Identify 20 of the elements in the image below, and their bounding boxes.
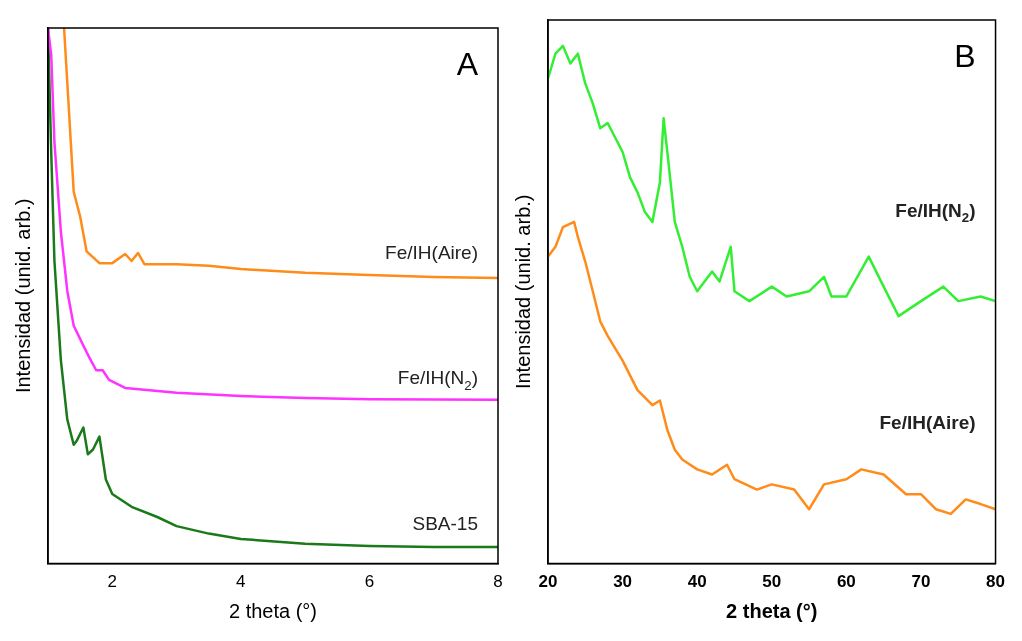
x-axis-title: 2 theta (°) <box>228 599 318 622</box>
x-tick-label: 50 <box>762 572 782 592</box>
annotation: A <box>456 45 479 82</box>
x-tick-label: 4 <box>236 572 246 592</box>
y-axis-title: Intensidad (unid. arb.) <box>511 194 534 390</box>
x-tick-label: 2 <box>107 572 118 592</box>
annotation: B <box>954 37 976 74</box>
x-tick-label: 80 <box>986 572 1006 592</box>
y-axis-title: Intensidad (unid. arb.) <box>11 198 34 394</box>
x-axis-title: 2 theta (°) <box>726 599 818 622</box>
text: Fe/IH(Aire) <box>879 412 976 434</box>
x-tick-label: 6 <box>364 572 375 592</box>
x-tick-label: 8 <box>493 572 503 592</box>
x-tick-label: 30 <box>613 572 633 592</box>
x-tick-label: 40 <box>687 572 707 592</box>
x-tick-label: 70 <box>911 572 931 592</box>
x-tick-label: 20 <box>538 572 558 592</box>
series-label: SBA-15 <box>412 512 478 534</box>
series-label: Fe/IH(Aire) <box>385 241 479 263</box>
x-tick-label: 60 <box>836 572 856 592</box>
